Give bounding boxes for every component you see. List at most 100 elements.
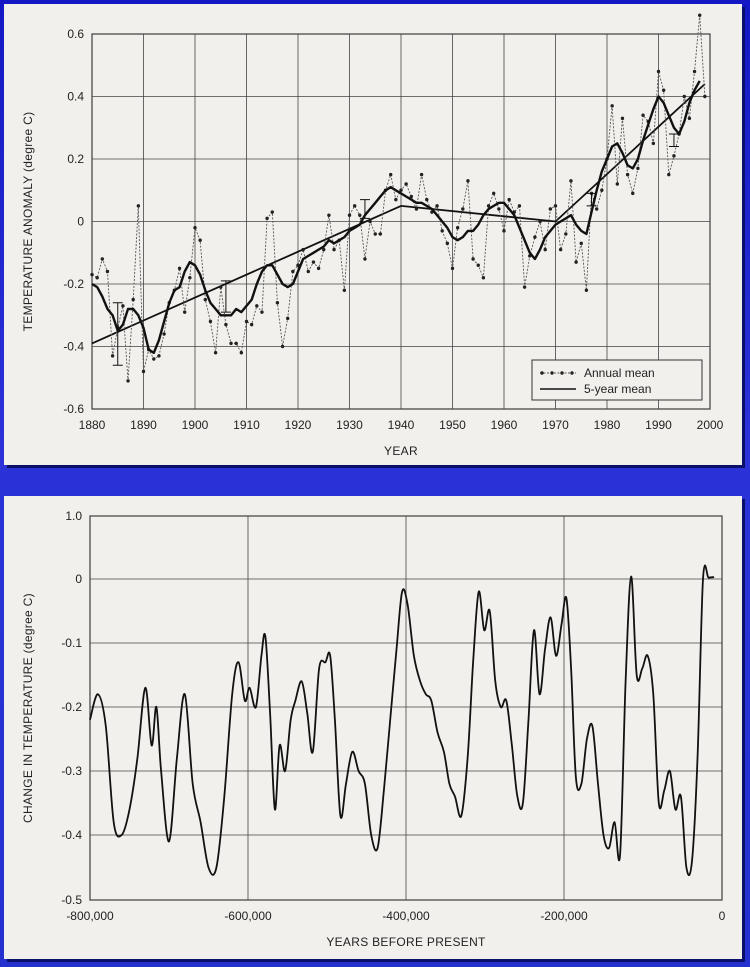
y-tick-label: -0.5 (61, 893, 82, 907)
y-tick-label: 1.0 (65, 509, 82, 523)
temperature-anomaly-chart: 1880 1890 1900 1910 1920 1930 1940 1950 1960 1970… (21, 13, 724, 458)
legend-box (531, 359, 703, 401)
x-tick-label: 2000 (697, 418, 724, 432)
y-axis-label: TEMPERATURE ANOMALY (degree C) (21, 112, 35, 332)
annual-mean-point (548, 207, 553, 211)
annual-mean-point (502, 229, 506, 233)
annual-mean-point (584, 288, 589, 292)
annual-mean-point (368, 219, 372, 224)
annual-mean-point (466, 179, 470, 183)
annual-mean-point (651, 141, 656, 146)
annual-mean-point (419, 172, 424, 177)
x-tick-label: 1890 (130, 418, 157, 432)
annual-mean-point (574, 260, 578, 264)
x-tick-label: -800,000 (66, 909, 114, 923)
annual-mean-point (373, 232, 377, 236)
y-tick-label: -0.1 (61, 636, 82, 650)
legend-marker (560, 371, 564, 375)
y-axis-label: CHANGE IN TEMPERATURE (degree C) (21, 593, 35, 823)
annual-mean-point (177, 266, 182, 271)
y-tick-label: 0 (77, 215, 84, 229)
annual-mean-point (698, 13, 702, 17)
x-tick-label: 1930 (336, 418, 363, 432)
y-tick-label: -0.4 (61, 828, 82, 842)
annual-mean-point (100, 257, 105, 261)
annual-mean-point (213, 351, 218, 355)
annual-mean-point (224, 322, 228, 327)
x-tick-label: 1950 (439, 418, 466, 432)
annual-mean-point (389, 172, 393, 177)
annual-mean-point (641, 113, 645, 117)
annual-mean-point (522, 285, 527, 289)
annual-mean-point (476, 263, 480, 267)
annual-mean-point (95, 276, 99, 280)
annual-mean-point (661, 88, 666, 92)
y-tick-label: 0.4 (67, 90, 84, 104)
annual-mean-point (435, 204, 439, 208)
annual-mean-point (219, 285, 223, 289)
y-tick-label: -0.6 (63, 402, 84, 416)
annual-mean-point (538, 219, 542, 224)
annual-mean-point (270, 210, 274, 214)
annual-mean-point (682, 94, 686, 99)
annual-mean-point (239, 351, 244, 355)
y-tick-label: -0.3 (61, 764, 82, 778)
annual-mean-point (409, 194, 413, 199)
error-bar (112, 302, 123, 366)
x-tick-label: 1990 (645, 418, 672, 432)
legend-marker (550, 371, 554, 375)
legend-label-five-year-mean: 5-year mean (584, 382, 651, 396)
annual-mean-point (610, 104, 614, 108)
annual-mean-point (497, 207, 501, 211)
change-in-temperature-chart: -800,000 -600,000 -400,000 -200,000 0 1.0 0 -0.… (21, 509, 726, 949)
annual-mean-point (471, 257, 475, 261)
annual-mean-point (394, 197, 398, 202)
y-tick-label: -0.2 (63, 277, 84, 291)
annual-mean-point (90, 272, 94, 277)
x-tick-label: -600,000 (224, 909, 272, 923)
annual-mean-point (569, 179, 573, 183)
annual-mean-line (91, 15, 706, 381)
annual-mean-point (342, 288, 347, 292)
x-tick-label: 1900 (182, 418, 209, 432)
annual-mean-point (404, 182, 408, 186)
annual-mean-point (492, 191, 496, 196)
temperature-change-line (89, 564, 715, 876)
annual-mean-point (672, 154, 676, 158)
annual-mean-point (455, 226, 460, 230)
annual-mean-point (687, 116, 692, 121)
annual-mean-point (631, 191, 635, 196)
error-bar (359, 199, 370, 219)
annual-mean-point (358, 213, 362, 217)
chart-panel-paleo-temperature: -800,000 -600,000 -400,000 -200,000 0 1.0 0 -0.… (4, 496, 742, 959)
annual-mean-point (110, 354, 115, 358)
annual-mean-point (636, 166, 640, 171)
annual-mean-point (255, 304, 259, 308)
annual-mean-point (579, 241, 583, 246)
legend-entry-five-year-mean: 5-year mean (540, 382, 651, 396)
x-tick-label: 1970 (542, 418, 569, 432)
annual-mean-point (507, 197, 511, 202)
x-axis-label: YEAR (384, 444, 418, 458)
y-tick-label: -0.2 (61, 700, 82, 714)
annual-mean-point (188, 276, 192, 280)
annual-mean-point (162, 332, 166, 336)
x-tick-label: 1880 (79, 418, 106, 432)
x-tick-label: 1960 (491, 418, 518, 432)
legend-entry-annual-mean: Annual mean (540, 366, 655, 380)
annual-mean-point (703, 94, 707, 99)
annual-mean-point (461, 207, 465, 211)
legend: Annual mean 5-year mean (531, 359, 703, 401)
annual-mean-point (692, 69, 697, 74)
annual-mean-point (121, 304, 125, 308)
chart-panel-global-temperature: 1880 1890 1900 1910 1920 1930 1940 1950 1960 1970… (4, 4, 742, 465)
annual-mean-point (399, 188, 403, 192)
annual-mean-point (198, 238, 202, 242)
y-tick-label: 0.2 (67, 152, 84, 166)
x-tick-label: 1980 (594, 418, 621, 432)
annual-mean-point (352, 204, 357, 208)
annual-mean-point (445, 241, 450, 246)
annual-mean-point (157, 354, 161, 358)
annual-mean-point (203, 297, 207, 302)
annual-mean-point (533, 235, 537, 239)
